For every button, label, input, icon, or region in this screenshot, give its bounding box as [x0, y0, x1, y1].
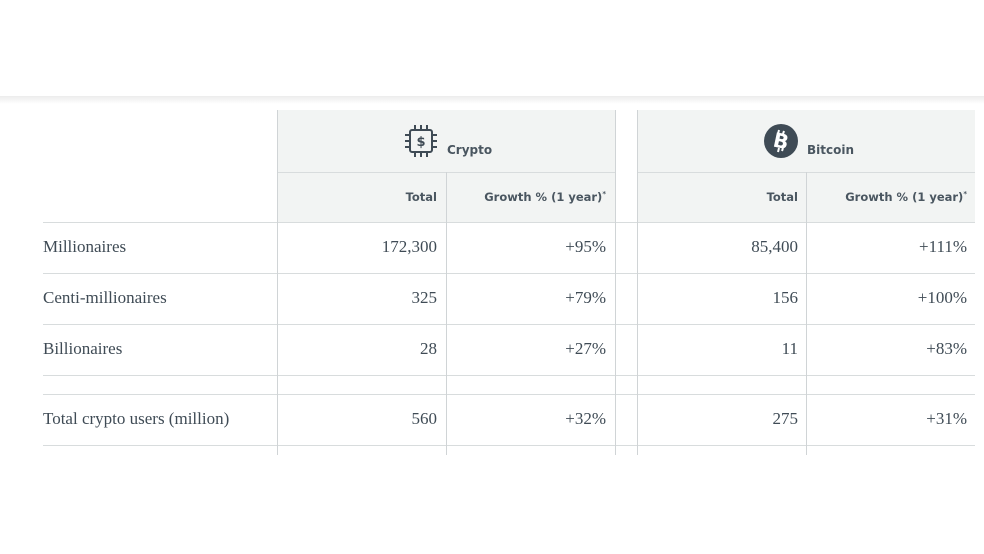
bitcoin-icon: B — [764, 124, 798, 158]
cell-bitcoin-growth: +100% — [917, 288, 967, 307]
cell-bitcoin-growth: +31% — [926, 409, 967, 428]
row-label-millionaires: Millionaires — [43, 237, 127, 256]
crypto-group-label: Crypto — [447, 143, 493, 157]
col-header-bitcoin-total: Total — [766, 190, 798, 204]
cell-crypto-growth: +79% — [565, 288, 606, 307]
cell-crypto-total: 560 — [411, 409, 438, 428]
row-rule — [43, 324, 975, 325]
cell-bitcoin-growth: +83% — [926, 339, 967, 358]
col-header-crypto-total: Total — [405, 190, 437, 204]
svg-text:$: $ — [416, 135, 425, 150]
bitcoin-group-label: Bitcoin — [807, 143, 855, 157]
row-label-centi-millionaires: Centi-millionaires — [43, 288, 167, 307]
column-rule — [277, 110, 278, 455]
column-rule — [615, 110, 616, 455]
cell-crypto-total: 28 — [420, 339, 437, 358]
cell-crypto-growth: +27% — [565, 339, 606, 358]
dollar-chip-icon: $ — [405, 125, 437, 157]
row-rule — [43, 394, 975, 395]
cell-crypto-total: 172,300 — [381, 237, 437, 256]
column-rule — [446, 172, 447, 455]
column-rule — [806, 172, 807, 455]
row-rule — [43, 273, 975, 274]
top-shadow-band — [0, 96, 984, 104]
cell-bitcoin-total: 275 — [772, 409, 799, 428]
cell-bitcoin-total: 11 — [781, 339, 798, 358]
cell-bitcoin-growth: +111% — [919, 237, 967, 256]
col-header-crypto-growth: Growth % (1 year)* — [484, 190, 606, 204]
row-rule — [43, 445, 975, 446]
cell-bitcoin-total: 85,400 — [751, 237, 798, 256]
row-label-total-crypto-users: Total crypto users (million) — [43, 409, 230, 428]
cell-crypto-growth: +95% — [565, 237, 606, 256]
cell-crypto-growth: +32% — [565, 409, 606, 428]
cell-crypto-total: 325 — [411, 288, 438, 307]
cell-bitcoin-total: 156 — [772, 288, 799, 307]
row-rule — [43, 222, 975, 223]
col-header-bitcoin-growth: Growth % (1 year)* — [845, 190, 967, 204]
svg-text:B: B — [771, 128, 791, 155]
row-label-billionaires: Billionaires — [43, 339, 123, 358]
column-rule — [637, 110, 638, 455]
row-rule — [43, 375, 975, 376]
